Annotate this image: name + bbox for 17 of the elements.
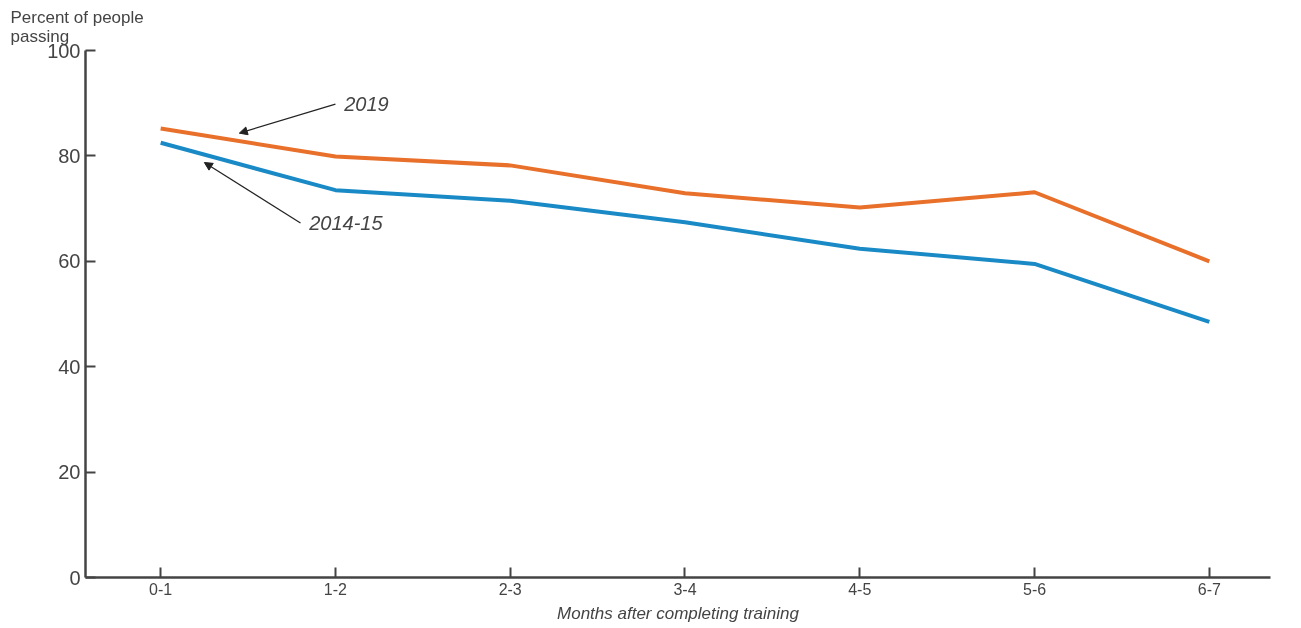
x-tick-label: 2-3 (498, 580, 522, 598)
y-tick-label: 80 (58, 144, 81, 167)
x-tick-label: 3-4 (673, 580, 697, 598)
x-tick-label: 0-1 (149, 580, 173, 598)
line-series (158, 140, 1212, 324)
series-label: 2014-15 (308, 212, 384, 235)
y-tick-label: 40 (58, 355, 81, 378)
y-tick-label: 60 (58, 250, 81, 273)
y-tick-label: 20 (58, 461, 81, 484)
text: 2019 (343, 93, 389, 116)
line-series (158, 126, 1212, 264)
x-axis-title: Months after completing training (557, 603, 800, 623)
x-tick-label: 1-2 (323, 580, 348, 598)
x-tick-label: 5-6 (1022, 580, 1047, 598)
y-tick-label: 0 (69, 566, 81, 589)
x-tick-label: 6-7 (1197, 580, 1221, 598)
x-tick-label: 4-5 (848, 580, 872, 598)
